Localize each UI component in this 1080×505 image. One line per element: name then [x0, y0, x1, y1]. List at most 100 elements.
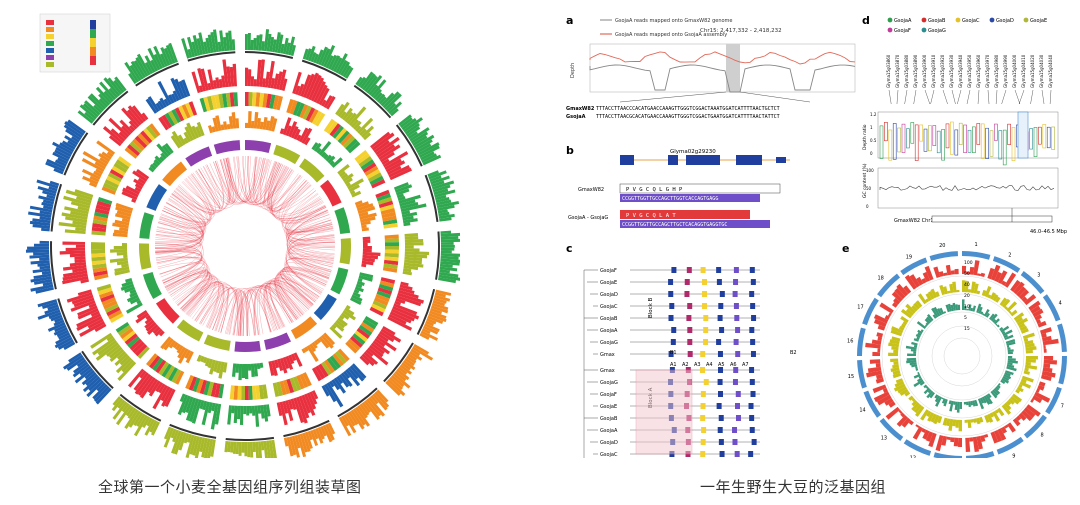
histogram-bar-mid	[395, 188, 410, 196]
histogram-bar-outer	[396, 368, 410, 381]
density-bar	[137, 177, 146, 185]
heatmap-cell	[358, 156, 373, 168]
gene-connector	[957, 89, 962, 105]
heatmap-cell	[107, 172, 123, 183]
heatmap-cell	[318, 363, 329, 378]
gene-marker	[719, 327, 725, 333]
histogram-bar-mid	[94, 161, 106, 170]
inner-histogram-bar	[941, 398, 946, 404]
gene-connector	[1014, 89, 1021, 105]
histogram-bar-mid	[82, 175, 99, 185]
middle-histogram-bar	[905, 303, 916, 314]
legend-label: GsojaE	[1030, 18, 1047, 24]
synteny-link	[254, 288, 281, 335]
density-bar	[112, 222, 129, 229]
pangenome-multipanel: a GsojaA reads mapped onto GmaxW82 genom…	[566, 14, 1074, 472]
heatmap-cell	[302, 372, 312, 387]
histogram-bar-outer	[439, 269, 450, 274]
histogram-bar-mid	[93, 170, 102, 178]
cnv-highlight	[1017, 111, 1029, 159]
histogram-bar-outer	[258, 441, 263, 463]
density-bar	[177, 348, 189, 364]
aa-track-1	[619, 183, 781, 194]
histogram-bar-mid	[199, 400, 205, 410]
heatmap-cell	[245, 92, 249, 107]
ideogram-segment	[245, 140, 272, 153]
histogram-bar-outer	[52, 141, 73, 155]
synteny-link	[243, 156, 266, 202]
histogram-bar-outer	[210, 31, 217, 53]
middle-histogram-bar	[952, 419, 957, 427]
histogram-bar-outer	[186, 36, 196, 58]
density-bar	[361, 227, 369, 232]
histogram-bar-mid	[278, 69, 287, 91]
outer-histogram-bar	[912, 426, 923, 440]
middle-histogram-bar	[994, 409, 999, 414]
outer-histogram-bar	[950, 270, 955, 275]
chromosome-arc	[962, 251, 991, 260]
outer-histogram-bar	[1042, 338, 1059, 346]
histogram-bar-mid	[191, 71, 201, 94]
heatmap-cell	[91, 226, 107, 233]
middle-histogram-bar	[973, 418, 978, 423]
histogram-bar-outer	[388, 101, 402, 115]
gene-connector	[896, 89, 899, 105]
middle-histogram-bar	[905, 308, 914, 317]
inner-histogram-bar	[974, 399, 979, 407]
gene-connector	[1001, 89, 1007, 105]
histogram-bar-outer	[438, 211, 450, 217]
histogram-bar-outer	[32, 268, 51, 274]
synteny-link	[254, 280, 317, 336]
inner-histogram-bar	[913, 338, 919, 342]
histogram-bar-outer	[103, 90, 115, 102]
gene-connector	[977, 89, 980, 105]
inner-histogram-bar	[968, 304, 972, 311]
histogram-bar-mid	[131, 105, 147, 122]
histogram-bar-outer	[320, 425, 327, 437]
middle-histogram-bar	[911, 397, 916, 402]
heatmap-cell	[132, 341, 145, 354]
chromosome-sector	[163, 334, 231, 461]
histogram-bar-mid	[374, 337, 386, 348]
outer-histogram-bar	[871, 339, 882, 345]
gene-connector	[1041, 89, 1045, 105]
histogram-bar-mid	[233, 405, 238, 424]
depth-ratio-label: Depth ratio	[862, 124, 868, 150]
outer-histogram-bar	[1037, 320, 1047, 328]
density-bar	[282, 117, 292, 136]
zoom-line-left	[619, 91, 727, 103]
panel-label-a: a	[566, 14, 573, 27]
histogram-bar-outer	[163, 47, 173, 65]
gene-marker	[700, 415, 706, 421]
histogram-bar-outer	[37, 309, 61, 320]
histogram-bar-outer	[39, 216, 52, 221]
outer-histogram-bar	[873, 391, 890, 403]
histogram-bar-outer	[84, 369, 95, 380]
heatmap-cell	[225, 92, 232, 108]
outer-histogram-bar	[950, 437, 955, 443]
density-bar	[279, 128, 285, 135]
heatmap-cell	[382, 219, 398, 226]
synteny-link	[212, 288, 230, 332]
depth-ratio-bar	[936, 130, 941, 154]
histogram-bar-outer	[368, 84, 379, 96]
circos-plot	[25, 13, 465, 466]
density-bar	[351, 190, 362, 198]
soybean-pangenome-figure: a GsojaA reads mapped onto GmaxW82 genom…	[560, 8, 1074, 472]
histogram-bar-mid	[248, 405, 253, 414]
histogram-bar-outer	[348, 411, 359, 426]
synteny-link	[286, 246, 335, 293]
depth-ratio-bar	[1029, 128, 1033, 150]
gene-marker	[718, 303, 724, 309]
histogram-bar-outer	[302, 432, 311, 452]
heatmap-cell	[369, 306, 384, 317]
outer-histogram-bar	[867, 366, 882, 373]
histogram-bar-outer	[266, 440, 272, 460]
histogram-bar-mid	[400, 202, 419, 210]
histogram-bar-outer	[327, 422, 336, 435]
inner-histogram-bar	[950, 304, 954, 312]
middle-histogram-bar	[964, 419, 968, 423]
histogram-bar-mid	[114, 353, 129, 367]
heatmap-cell	[199, 379, 208, 395]
histogram-bar-outer	[325, 423, 335, 441]
